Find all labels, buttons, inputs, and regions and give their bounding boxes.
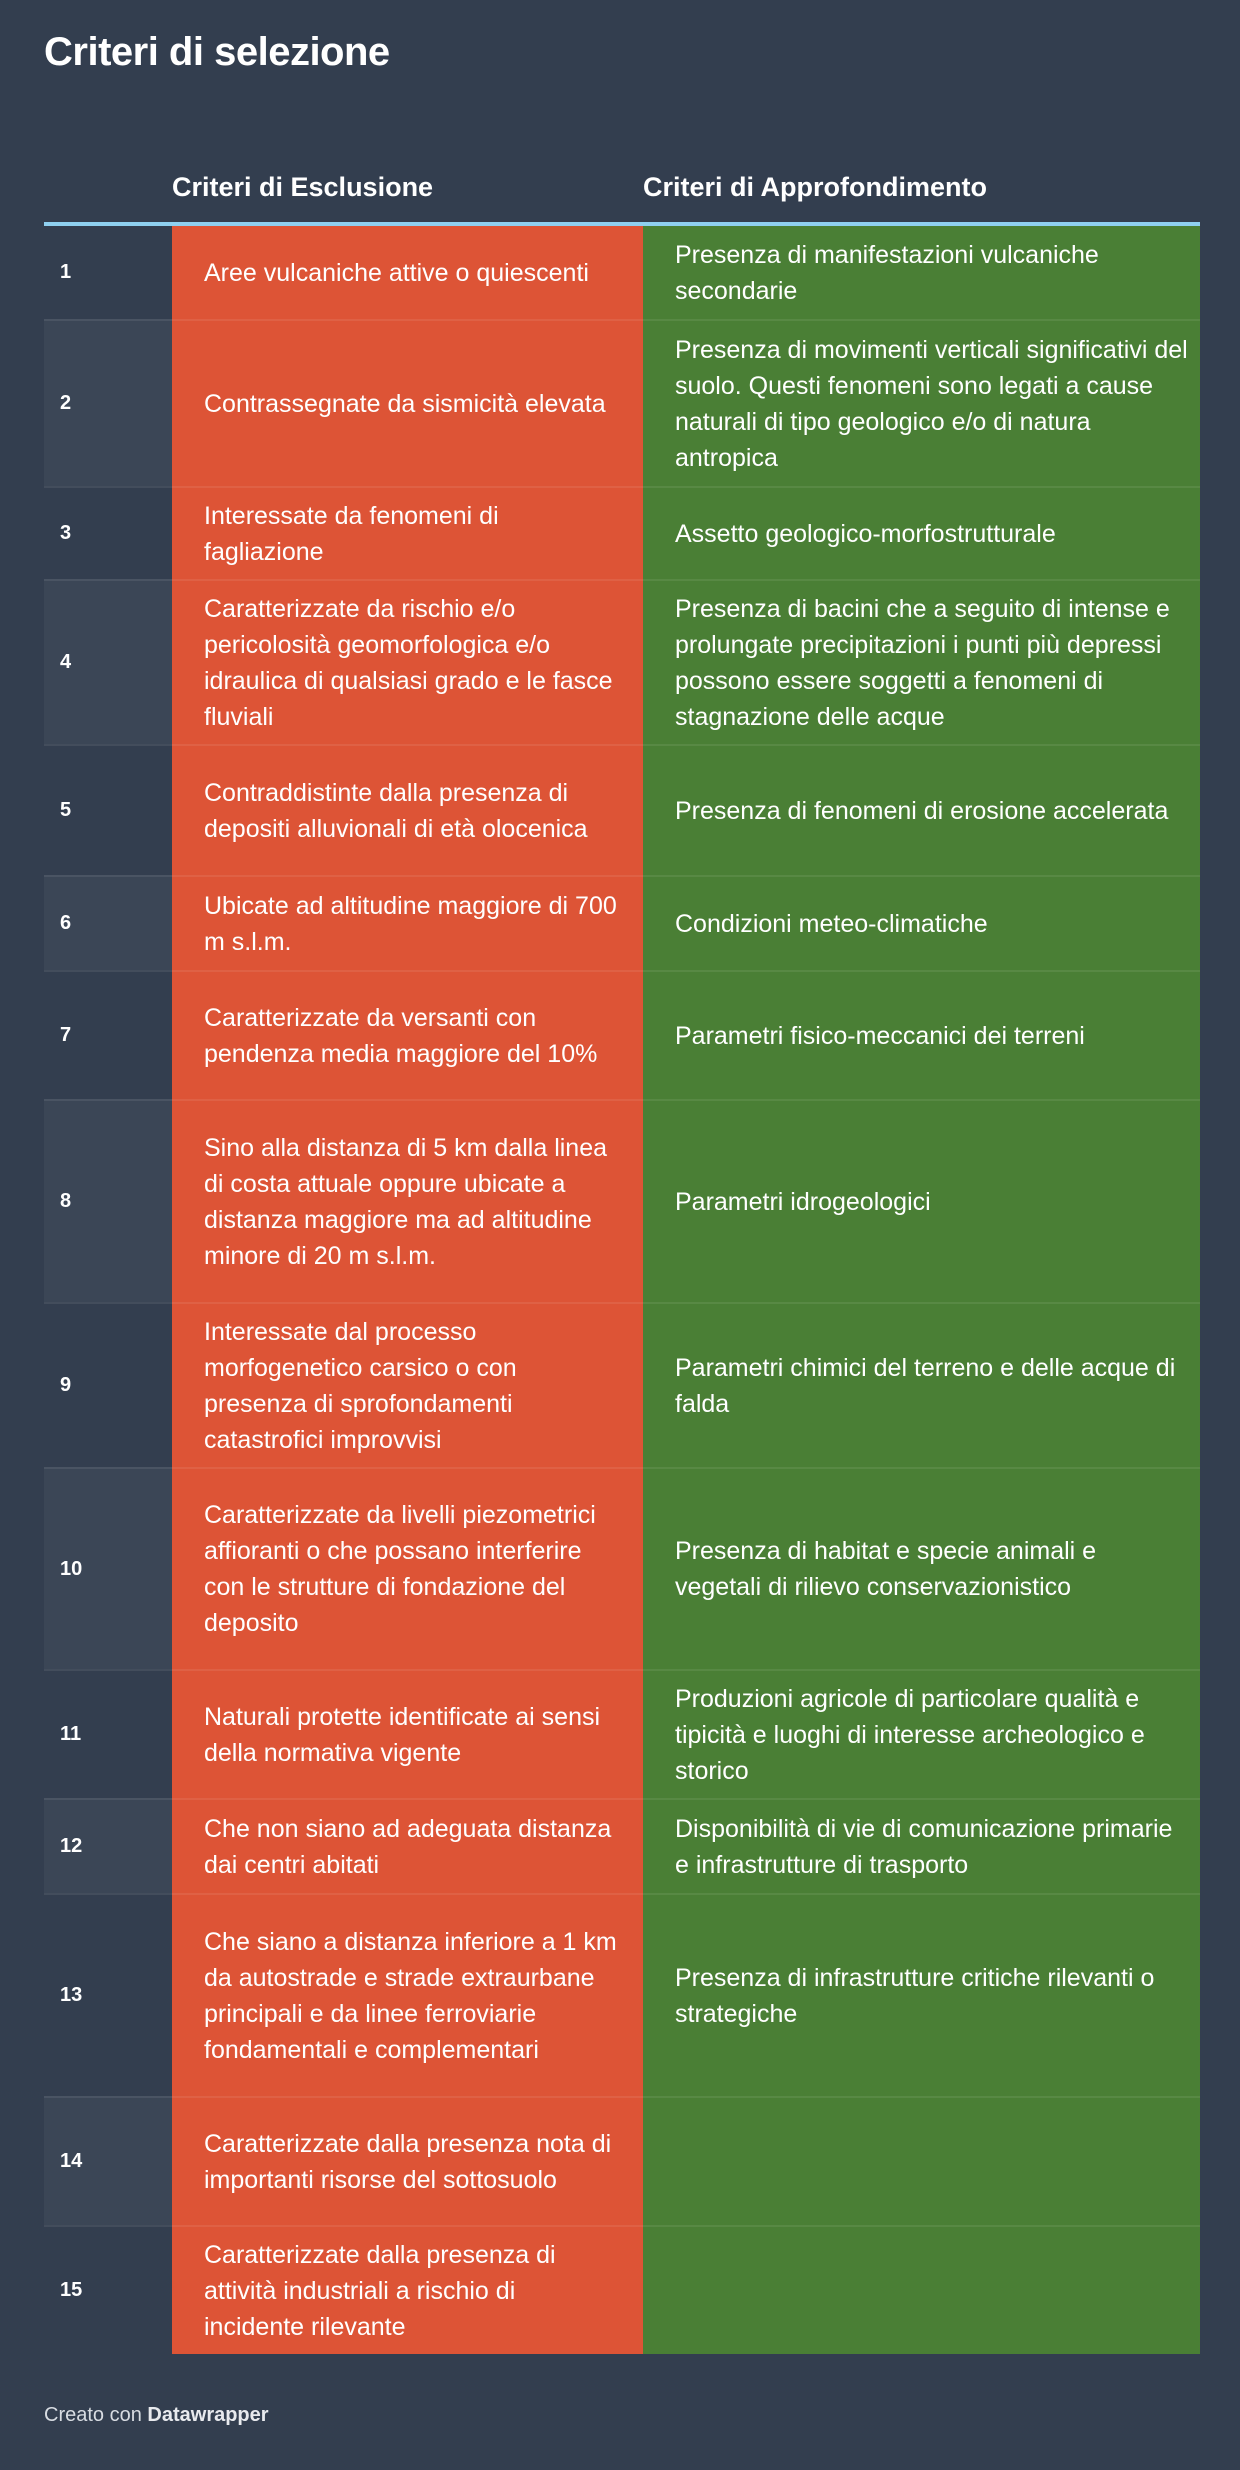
table-row: 7 Caratterizzate da versanti con pendenza… xyxy=(44,970,1200,1099)
row-number: 6 xyxy=(44,875,172,970)
row-number: 1 xyxy=(60,261,72,283)
exclusion-criterion: Contrassegnate da sismicità elevata xyxy=(172,319,643,486)
exclusion-criterion: Che non siano ad adeguata distanza dai c… xyxy=(172,1798,643,1893)
exclusion-criterion: Caratterizzate da rischio e/o pericolosi… xyxy=(172,579,643,744)
investigation-criterion: Presenza di bacini che a seguito di inte… xyxy=(643,579,1200,744)
column-header-investigation: Criteri di Approfondimento xyxy=(643,172,987,202)
investigation-criterion: Parametri idrogeologici xyxy=(643,1099,1200,1302)
table-header: Criteri di Esclusione Criteri di Approfo… xyxy=(44,166,1200,226)
investigation-criterion: Produzioni agricole di particolare quali… xyxy=(643,1669,1200,1798)
investigation-criterion: Presenza di infrastrutture critiche rile… xyxy=(643,1893,1200,2096)
investigation-criterion: Presenza di fenomeni di erosione acceler… xyxy=(643,744,1200,875)
footer-credit: Creato con Datawrapper xyxy=(44,2404,269,2427)
row-number: 15 xyxy=(44,2225,172,2354)
table-body: 1 Aree vulcaniche attive o quiescenti Pres… xyxy=(44,226,1200,2354)
exclusion-criterion: Caratterizzate da livelli piezometrici a… xyxy=(172,1467,643,1669)
exclusion-criterion: Caratterizzate dalla presenza nota di im… xyxy=(172,2096,643,2225)
row-number: 11 xyxy=(44,1669,172,1798)
exclusion-criterion: Caratterizzate da versanti con pendenza … xyxy=(172,970,643,1099)
page-title: Criteri di selezione xyxy=(44,30,390,74)
investigation-criterion: Parametri fisico-meccanici dei terreni xyxy=(643,970,1200,1099)
row-number: 4 xyxy=(44,579,172,744)
exclusion-criterion: Aree vulcaniche attive o quiescenti xyxy=(172,226,643,319)
investigation-criterion: Assetto geologico-morfostrutturale xyxy=(643,486,1200,579)
row-number: 5 xyxy=(44,744,172,875)
table-row: 5 Contraddistinte dalla presenza di depos… xyxy=(44,744,1200,875)
investigation-criterion: Disponibilità di vie di comunicazione pr… xyxy=(643,1798,1200,1893)
row-number: 8 xyxy=(44,1099,172,1302)
exclusion-criterion: Ubicate ad altitudine maggiore di 700 m … xyxy=(172,875,643,970)
row-number: 12 xyxy=(44,1798,172,1893)
table-row: 10 Caratterizzate da livelli piezometrici… xyxy=(44,1467,1200,1669)
exclusion-criterion: Naturali protette identificate ai sensi … xyxy=(172,1669,643,1798)
table-row: 3 Interessate da fenomeni di fagliazione A… xyxy=(44,486,1200,579)
table-row: 15 Caratterizzate dalla presenza di attiv… xyxy=(44,2225,1200,2354)
row-number: 7 xyxy=(44,970,172,1099)
table-row: 14 Caratterizzate dalla presenza nota di … xyxy=(44,2096,1200,2225)
exclusion-criterion: Caratterizzate dalla presenza di attivit… xyxy=(172,2225,643,2354)
table-row: 1 Aree vulcaniche attive o quiescenti Pres… xyxy=(44,226,1200,319)
row-number: 9 xyxy=(44,1302,172,1467)
exclusion-criterion: Interessate da fenomeni di fagliazione xyxy=(172,486,643,579)
investigation-criterion xyxy=(643,2225,1200,2354)
row-number: 13 xyxy=(44,1893,172,2096)
footer-brand-link[interactable]: Datawrapper xyxy=(147,2404,269,2426)
table-row: 9 Interessate dal processo morfogenetico … xyxy=(44,1302,1200,1467)
investigation-criterion xyxy=(643,2096,1200,2225)
row-number: 3 xyxy=(44,486,172,579)
exclusion-criterion: Sino alla distanza di 5 km dalla linea d… xyxy=(172,1099,643,1302)
table-row: 2 Contrassegnate da sismicità elevata Pres… xyxy=(44,319,1200,486)
table-row: 4 Caratterizzate da rischio e/o pericolos… xyxy=(44,579,1200,744)
row-number: 2 xyxy=(44,319,172,486)
exclusion-criterion: Contraddistinte dalla presenza di deposi… xyxy=(172,744,643,875)
exclusion-criterion: Che siano a distanza inferiore a 1 km da… xyxy=(172,1893,643,2096)
table-row: 11 Naturali protette identificate ai sens… xyxy=(44,1669,1200,1798)
row-number: 10 xyxy=(44,1467,172,1669)
table-row: 12 Che non siano ad adeguata distanza dai… xyxy=(44,1798,1200,1893)
column-header-exclusion: Criteri di Esclusione xyxy=(172,172,434,202)
footer-prefix: Creato con xyxy=(44,2404,142,2426)
investigation-criterion: Condizioni meteo-climatiche xyxy=(643,875,1200,970)
investigation-criterion: Presenza di movimenti verticali signific… xyxy=(643,319,1200,486)
investigation-criterion: Presenza di habitat e specie animali e v… xyxy=(643,1467,1200,1669)
table-row: 13 Che siano a distanza inferiore a 1 km … xyxy=(44,1893,1200,2096)
table-row: 6 Ubicate ad altitudine maggiore di 700 m… xyxy=(44,875,1200,970)
exclusion-criterion: Interessate dal processo morfogenetico c… xyxy=(172,1302,643,1467)
table-row: 8 Sino alla distanza di 5 km dalla linea … xyxy=(44,1099,1200,1302)
investigation-criterion: Presenza di manifestazioni vulcaniche se… xyxy=(643,226,1200,319)
investigation-criterion: Parametri chimici del terreno e delle ac… xyxy=(643,1302,1200,1467)
row-number: 14 xyxy=(44,2096,172,2225)
